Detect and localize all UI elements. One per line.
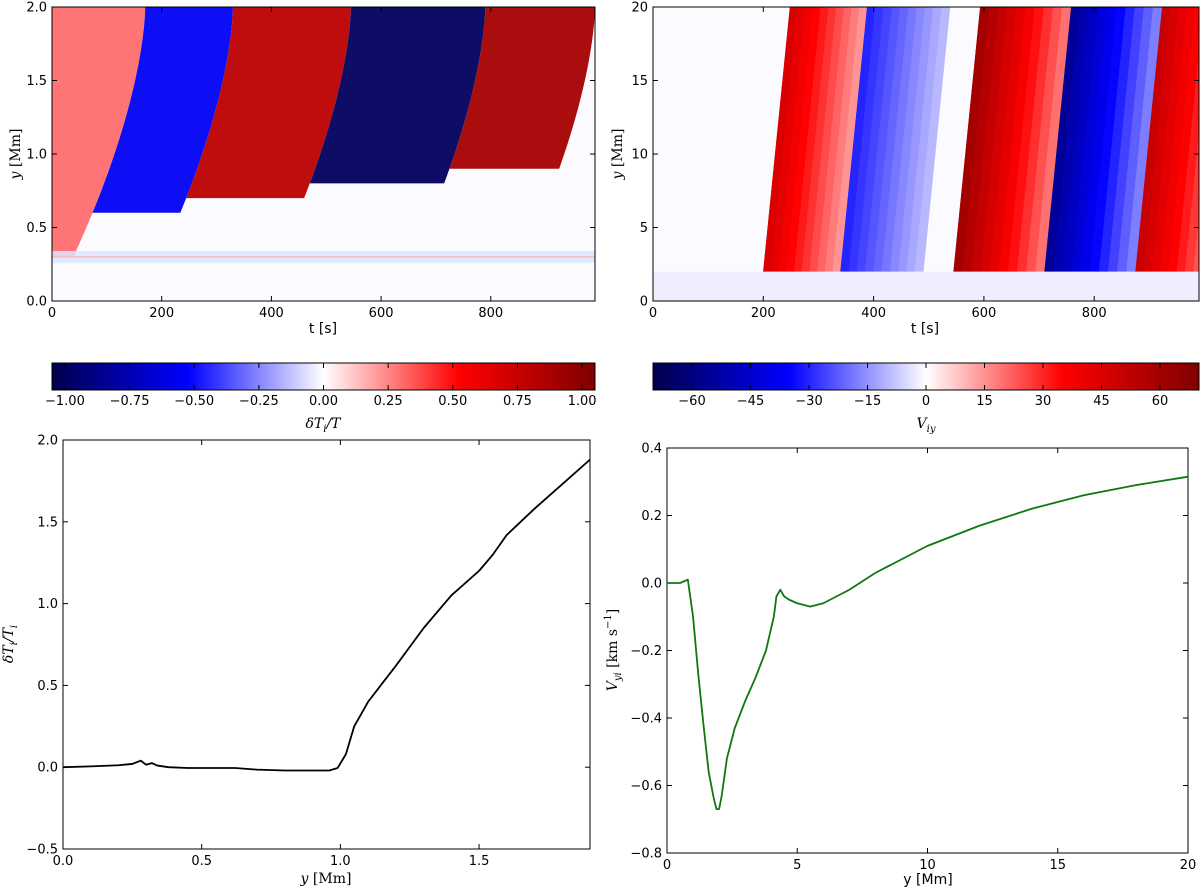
temperature-colorbar-label: δTi/T <box>305 416 342 435</box>
velocity-line-ylabel: Vyi [km s−1] <box>603 609 624 692</box>
velocity-colorbar-tick-label: 0 <box>922 394 930 409</box>
velocity-colorbar-tick-label: −15 <box>854 394 881 409</box>
temperature-colorbar-tick-label: 0.00 <box>309 394 338 409</box>
temperature-heatmap-band <box>449 7 595 169</box>
velocity-line-xlabel: y [Mm] <box>903 872 952 887</box>
temperature-line-xlabel: y [Mm] <box>300 871 352 887</box>
velocity-line-frame <box>666 447 1189 854</box>
velocity-colorbar-tick-label: 60 <box>1152 394 1169 409</box>
temperature-line-xtick-label: 1.5 <box>469 854 490 869</box>
velocity-line-ytick-label: −0.4 <box>630 712 662 727</box>
velocity-line-ytick-label: −0.6 <box>630 779 662 794</box>
velocity-line-ytick-label: 0.0 <box>641 577 662 592</box>
temperature-heatmap-ytick-label: 2.0 <box>26 1 47 16</box>
temperature-heatmap-ytick-label: 1.5 <box>26 74 47 89</box>
temperature-line-ytick-label: −0.5 <box>26 843 58 858</box>
velocity-heatmap-ytick-label: 15 <box>631 74 648 89</box>
temperature-heatmap-ylabel: y [Mm] <box>8 129 24 181</box>
temperature-line-ytick-label: 0.0 <box>37 761 58 776</box>
velocity-heatmap-xtick-label: 0 <box>649 306 657 321</box>
velocity-colorbar-tick-label: −60 <box>678 394 705 409</box>
velocity-heatmap-ylabel: y [Mm] <box>610 129 626 181</box>
velocity-line-panel: 0 5 10 15 20 −0.8 −0.6 −0.4 −0.2 0.0 0.2 0.4 y [Mm]… <box>603 442 1196 887</box>
velocity-heatmap-xtick-label: 200 <box>751 306 776 321</box>
temperature-heatmap-band <box>309 7 486 184</box>
velocity-line-series-line <box>667 475 1189 811</box>
temperature-heatmap-ytick-label: 0.0 <box>26 295 47 310</box>
velocity-line-xtick-label: 5 <box>793 858 801 873</box>
temperature-heatmap-band <box>92 7 233 213</box>
velocity-heatmap-xtick-label: 800 <box>1082 306 1107 321</box>
velocity-line-ytick-label: −0.8 <box>630 847 662 862</box>
velocity-colorbar: −60 −45 −30 −15 0 15 30 45 60 Viy <box>652 362 1200 435</box>
velocity-colorbar-tick-label: 15 <box>976 394 993 409</box>
velocity-colorbar-tick-label: −45 <box>737 394 764 409</box>
temperature-line-ytick-label: 2.0 <box>37 434 58 449</box>
temperature-heatmap-band <box>186 7 351 199</box>
velocity-heatmap-xlabel: t [s] <box>911 321 939 337</box>
temperature-line-xtick-label: 0.5 <box>191 854 212 869</box>
velocity-heatmap-ytick-label: 10 <box>631 148 648 163</box>
velocity-colorbar-tick-label: −30 <box>795 394 822 409</box>
temperature-line-xtick-label: 1.0 <box>330 854 351 869</box>
velocity-heatmap-ytick-label: 0 <box>640 295 648 310</box>
velocity-heatmap-low-region <box>653 271 1199 301</box>
velocity-colorbar-label: Viy <box>917 416 936 435</box>
velocity-colorbar-tick-label: 45 <box>1093 394 1110 409</box>
temperature-line-panel: 0.0 0.5 1.0 1.5−0.50.00.51.01.52.0 y [Mm] δ… <box>1 434 591 887</box>
temperature-heatmap-xtick-label: 0 <box>48 306 56 321</box>
temperature-colorbar-tick-label: 1.00 <box>568 394 597 409</box>
temperature-heatmap-panel: 0 200 400 600 800 0.0 0.5 1.0 1.5 2.0 t [s] y [Mm… <box>8 1 596 337</box>
velocity-line-ytick-label: −0.2 <box>630 644 662 659</box>
temperature-line-ytick-label: 1.5 <box>37 515 58 530</box>
temperature-line-series-line <box>62 458 591 772</box>
temperature-heatmap-ytick-label: 0.5 <box>26 221 47 236</box>
velocity-line-xtick-label: 10 <box>919 858 936 873</box>
temperature-heatmap-xtick-label: 200 <box>149 306 174 321</box>
temperature-colorbar-tick-label: −1.00 <box>45 394 85 409</box>
temperature-colorbar-tick-label: −0.50 <box>174 394 214 409</box>
temperature-heatmap-xtick-label: 400 <box>259 306 284 321</box>
velocity-heatmap-stripe <box>1193 214 1199 272</box>
temperature-colorbar-tick-label: −0.25 <box>239 394 279 409</box>
velocity-line-ytick-label: 0.4 <box>641 442 662 457</box>
velocity-line-ytick-label: 0.2 <box>641 509 662 524</box>
temperature-line-frame <box>62 439 591 850</box>
velocity-heatmap-ytick-label: 20 <box>631 1 648 16</box>
temperature-heatmap-xlabel: t [s] <box>309 321 337 337</box>
temperature-colorbar-tick-label: 0.75 <box>503 394 532 409</box>
temperature-colorbar-tick-label: −0.75 <box>110 394 150 409</box>
temperature-heatmap-xtick-label: 600 <box>369 306 394 321</box>
velocity-colorbar-tick-label: 30 <box>1035 394 1052 409</box>
temperature-colorbar: −1.00 −0.75 −0.50 −0.25 0.00 0.25 0.50 0.75 1.00… <box>45 362 597 435</box>
temperature-heatmap-xtick-label: 800 <box>478 306 503 321</box>
temperature-line-ylabel: δTi/Ti <box>1 625 20 663</box>
temperature-heatmap-ytick-label: 1.0 <box>26 148 47 163</box>
velocity-line-xtick-label: 20 <box>1180 858 1197 873</box>
temperature-line-ytick-label: 0.5 <box>37 679 58 694</box>
temperature-heatmap-band <box>52 7 146 257</box>
velocity-line-xtick-label: 15 <box>1049 858 1066 873</box>
velocity-heatmap-xtick-label: 400 <box>861 306 886 321</box>
temperature-line-xtick-label: 0.0 <box>53 854 74 869</box>
temperature-colorbar-tick-label: 0.25 <box>374 394 403 409</box>
velocity-heatmap-panel: 0 200 400 600 800 0 5 10 15 20 t [s] y [Mm] <box>610 1 1200 337</box>
velocity-heatmap-ytick-label: 5 <box>640 221 648 236</box>
velocity-line-xtick-label: 0 <box>663 858 671 873</box>
temperature-colorbar-tick-label: 0.50 <box>438 394 467 409</box>
temperature-line-ytick-label: 1.0 <box>37 597 58 612</box>
velocity-heatmap-xtick-label: 600 <box>971 306 996 321</box>
